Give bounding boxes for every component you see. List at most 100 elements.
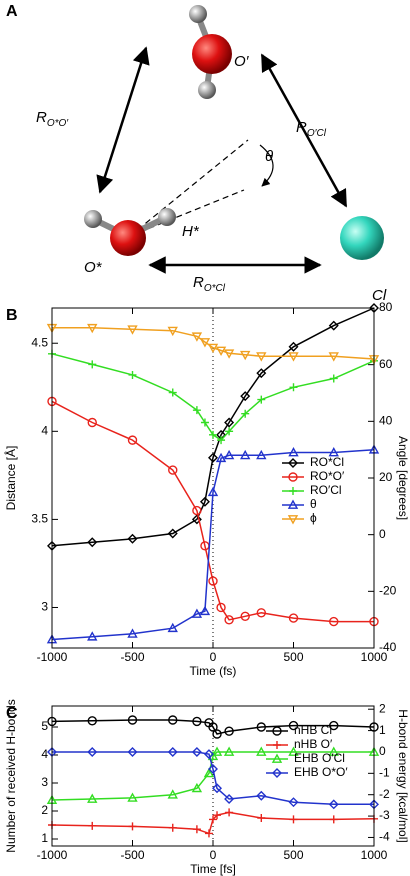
- marker: [223, 349, 235, 359]
- distance-label: RO*O′: [36, 109, 69, 129]
- marker: [240, 449, 251, 460]
- marker: [191, 514, 202, 525]
- y2-tick-label: -40: [379, 640, 397, 654]
- legend-label: RO′Cl: [310, 483, 342, 497]
- marker: [204, 829, 213, 838]
- marker: [167, 528, 178, 539]
- marker: [127, 746, 138, 757]
- y2-tick-label: 40: [379, 414, 393, 428]
- marker: [288, 352, 299, 362]
- chlorine: [340, 216, 384, 260]
- distance-label: RO*Cl: [193, 274, 226, 294]
- angle-arc: [259, 144, 274, 187]
- legend-label: θ: [310, 497, 317, 511]
- marker: [328, 746, 339, 756]
- marker: [212, 729, 222, 739]
- marker: [203, 767, 215, 778]
- y2-axis-title: H-bond energy [kcal/mol]: [396, 709, 410, 842]
- x-tick-label: -1000: [37, 650, 68, 664]
- angle-label: θ: [265, 148, 273, 165]
- series-line: [51, 751, 374, 801]
- y-tick-label: 3.5: [31, 512, 48, 526]
- marker: [127, 792, 138, 802]
- marker: [256, 722, 266, 732]
- marker: [191, 608, 203, 618]
- marker: [328, 320, 339, 331]
- marker: [199, 605, 211, 616]
- marker: [288, 746, 299, 756]
- hydrogen: [158, 208, 176, 226]
- series-line: [51, 719, 375, 735]
- marker: [127, 628, 138, 638]
- legend-marker: [288, 458, 298, 468]
- marker: [209, 430, 217, 439]
- marker: [216, 602, 226, 613]
- marker: [256, 368, 267, 379]
- marker: [87, 793, 98, 803]
- legend-marker: [287, 499, 299, 509]
- x-tick-label: 1000: [361, 650, 388, 664]
- y-axis-title: Number of received H-bonds: [4, 699, 18, 852]
- dashed-line: [129, 139, 249, 237]
- marker: [128, 370, 137, 379]
- legend-label: EHB O*O′: [294, 765, 348, 779]
- marker: [87, 323, 98, 334]
- marker: [208, 452, 218, 463]
- y-tick-label: 1: [41, 831, 48, 845]
- marker: [203, 749, 214, 760]
- marker: [207, 486, 219, 497]
- y2-tick-label: 0: [379, 744, 386, 758]
- marker: [288, 447, 299, 457]
- marker: [191, 332, 203, 342]
- marker: [256, 608, 266, 618]
- series-line: [52, 751, 374, 806]
- x-tick-label: 500: [283, 848, 303, 862]
- marker: [87, 631, 98, 641]
- oxygen: [110, 220, 146, 256]
- y-tick-label: 4: [41, 423, 48, 437]
- label-sub: O*O′: [47, 118, 69, 129]
- marker: [127, 715, 138, 725]
- x-tick-label: 500: [283, 650, 303, 664]
- plot-frame: [51, 705, 375, 847]
- arrow: [96, 46, 150, 194]
- panel-a: A O′ H* O* Cl θ RO*O′ RO′Cl RO*Cl: [6, 3, 387, 304]
- marker: [87, 537, 98, 548]
- x-tick-label: 0: [210, 848, 217, 862]
- legend-marker: [273, 741, 281, 749]
- label-main: R: [36, 109, 47, 126]
- marker: [167, 746, 178, 757]
- marker: [167, 622, 178, 633]
- marker: [289, 383, 298, 392]
- marker: [199, 496, 210, 507]
- atom-label: O′: [234, 53, 250, 70]
- y-tick-label: 2: [41, 803, 48, 817]
- y-axis-title: Distance [Å]: [3, 446, 18, 511]
- panel-label: A: [6, 3, 18, 20]
- marker: [224, 615, 234, 625]
- legend-label: EHB O′Cl: [294, 751, 345, 765]
- marker: [87, 417, 97, 428]
- x-tick-label: -500: [120, 650, 144, 664]
- y2-tick-label: 80: [379, 300, 393, 314]
- y2-tick-label: 20: [379, 470, 393, 484]
- marker: [224, 793, 235, 804]
- marker: [211, 746, 223, 756]
- x-tick-label: 1000: [361, 848, 388, 862]
- y-tick-label: 3: [41, 600, 48, 614]
- y2-tick-label: -2: [379, 787, 390, 801]
- marker: [87, 746, 98, 757]
- marker: [88, 360, 97, 369]
- marker: [329, 720, 339, 731]
- marker: [329, 616, 339, 627]
- x-tick-label: -1000: [37, 848, 68, 862]
- atom-label: Cl: [372, 287, 387, 304]
- marker: [256, 449, 267, 460]
- atom-label: O*: [84, 259, 103, 276]
- legend-marker: [289, 487, 297, 495]
- marker: [257, 395, 266, 404]
- marker: [207, 343, 219, 354]
- marker: [209, 815, 217, 824]
- hydrogen: [189, 5, 207, 23]
- marker: [208, 576, 218, 586]
